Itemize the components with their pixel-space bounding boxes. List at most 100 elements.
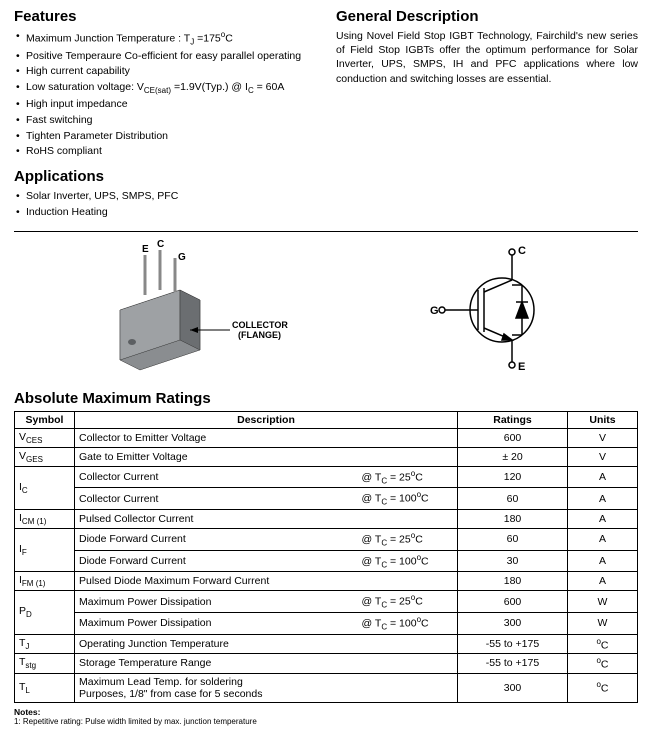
cell-condition: @ TC = 25oC	[358, 466, 458, 488]
cell-unit: oC	[568, 654, 638, 674]
top-columns: Features Maximum Junction Temperature : …	[14, 8, 638, 221]
table-row: TstgStorage Temperature Range-55 to +175…	[15, 654, 638, 674]
package-drawing: E C G COLLECTOR (FLANGE)	[80, 240, 290, 380]
diagrams-row: E C G COLLECTOR (FLANGE)	[14, 240, 638, 380]
schematic-symbol: C G E	[422, 240, 572, 380]
cell-unit: A	[568, 572, 638, 591]
cell-condition: @ TC = 100oC	[358, 613, 458, 635]
cell-rating: ± 20	[458, 447, 568, 466]
cell-symbol: TJ	[15, 634, 75, 654]
cell-condition: @ TC = 100oC	[358, 488, 458, 510]
feature-item: High input impedance	[16, 97, 316, 113]
table-row: PDMaximum Power Dissipation@ TC = 25oC60…	[15, 591, 638, 613]
cell-description: Maximum Power Dissipation	[75, 613, 358, 635]
divider	[14, 231, 638, 232]
description-text: Using Novel Field Stop IGBT Technology, …	[336, 29, 638, 86]
cell-rating: 120	[458, 466, 568, 488]
table-row: ICCollector Current@ TC = 25oC120A	[15, 466, 638, 488]
cell-unit: A	[568, 529, 638, 551]
cell-unit: A	[568, 510, 638, 529]
cell-rating: 180	[458, 572, 568, 591]
cell-description: Diode Forward Current	[75, 529, 358, 551]
cell-symbol: TL	[15, 673, 75, 702]
cell-symbol: IFM (1)	[15, 572, 75, 591]
cell-rating: 60	[458, 529, 568, 551]
cell-unit: W	[568, 591, 638, 613]
table-row: Maximum Power Dissipation@ TC = 100oC300…	[15, 613, 638, 635]
right-column: General Description Using Novel Field St…	[336, 8, 638, 221]
applications-list: Solar Inverter, UPS, SMPS, PFCInduction …	[14, 189, 316, 221]
cell-unit: oC	[568, 634, 638, 654]
description-heading: General Description	[336, 8, 638, 25]
cell-rating: 600	[458, 591, 568, 613]
feature-item: RoHS compliant	[16, 144, 316, 160]
notes-text: 1: Repetitive rating: Pulse width limite…	[14, 717, 257, 726]
table-row: VGESGate to Emitter Voltage± 20V	[15, 447, 638, 466]
notes-section: Notes: 1: Repetitive rating: Pulse width…	[14, 707, 638, 727]
cell-description: Maximum Power Dissipation	[75, 591, 358, 613]
cell-unit: A	[568, 488, 638, 510]
table-row: Diode Forward Current@ TC = 100oC30A	[15, 550, 638, 572]
sch-g: G	[430, 305, 439, 317]
cell-symbol: PD	[15, 591, 75, 634]
cell-description: Diode Forward Current	[75, 550, 358, 572]
feature-item: Tighten Parameter Distribution	[16, 129, 316, 145]
feature-item: Maximum Junction Temperature : TJ =175oC	[16, 29, 316, 49]
cell-description: Collector Current	[75, 488, 358, 510]
cell-condition: @ TC = 25oC	[358, 529, 458, 551]
cell-description: Storage Temperature Range	[75, 654, 458, 674]
table-row: IFDiode Forward Current@ TC = 25oC60A	[15, 529, 638, 551]
sch-e: E	[518, 361, 525, 373]
cell-condition: @ TC = 25oC	[358, 591, 458, 613]
cell-rating: 600	[458, 428, 568, 447]
cell-rating: 60	[458, 488, 568, 510]
amr-table: Symbol Description Ratings Units VCESCol…	[14, 411, 638, 703]
application-item: Solar Inverter, UPS, SMPS, PFC	[16, 189, 316, 205]
cell-unit: oC	[568, 673, 638, 702]
cell-condition: @ TC = 100oC	[358, 550, 458, 572]
th-symbol: Symbol	[15, 411, 75, 428]
cell-symbol: ICM (1)	[15, 510, 75, 529]
pin-g-label: G	[178, 252, 186, 263]
feature-item: High current capability	[16, 64, 316, 80]
cell-description: Maximum Lead Temp. for solderingPurposes…	[75, 673, 458, 702]
cell-description: Pulsed Diode Maximum Forward Current	[75, 572, 458, 591]
cell-symbol: VCES	[15, 428, 75, 447]
table-row: IFM (1)Pulsed Diode Maximum Forward Curr…	[15, 572, 638, 591]
cell-rating: 300	[458, 613, 568, 635]
application-item: Induction Heating	[16, 205, 316, 221]
cell-rating: 30	[458, 550, 568, 572]
table-row: Collector Current@ TC = 100oC60A	[15, 488, 638, 510]
cell-unit: W	[568, 613, 638, 635]
amr-section: Absolute Maximum Ratings Symbol Descript…	[14, 390, 638, 703]
cell-unit: A	[568, 550, 638, 572]
applications-heading: Applications	[14, 168, 316, 185]
cell-rating: 300	[458, 673, 568, 702]
features-heading: Features	[14, 8, 316, 25]
cell-unit: V	[568, 428, 638, 447]
table-row: TJOperating Junction Temperature-55 to +…	[15, 634, 638, 654]
flange-label-1: COLLECTOR	[232, 320, 288, 330]
cell-symbol: IC	[15, 466, 75, 509]
cell-description: Collector Current	[75, 466, 358, 488]
feature-item: Fast switching	[16, 113, 316, 129]
cell-description: Gate to Emitter Voltage	[75, 447, 458, 466]
th-description: Description	[75, 411, 458, 428]
th-units: Units	[568, 411, 638, 428]
feature-item: Low saturation voltage: VCE(sat) =1.9V(T…	[16, 80, 316, 97]
cell-description: Pulsed Collector Current	[75, 510, 458, 529]
flange-label-2: (FLANGE)	[238, 330, 281, 340]
cell-unit: V	[568, 447, 638, 466]
cell-rating: -55 to +175	[458, 654, 568, 674]
feature-item: Positive Temperaure Co-efficient for eas…	[16, 49, 316, 65]
cell-rating: 180	[458, 510, 568, 529]
cell-symbol: VGES	[15, 447, 75, 466]
cell-symbol: IF	[15, 529, 75, 572]
sch-c: C	[518, 245, 526, 257]
cell-description: Operating Junction Temperature	[75, 634, 458, 654]
pin-c-label: C	[157, 240, 164, 250]
features-section: Features Maximum Junction Temperature : …	[14, 8, 316, 160]
amr-heading: Absolute Maximum Ratings	[14, 390, 638, 407]
cell-description: Collector to Emitter Voltage	[75, 428, 458, 447]
applications-section: Applications Solar Inverter, UPS, SMPS, …	[14, 168, 316, 221]
